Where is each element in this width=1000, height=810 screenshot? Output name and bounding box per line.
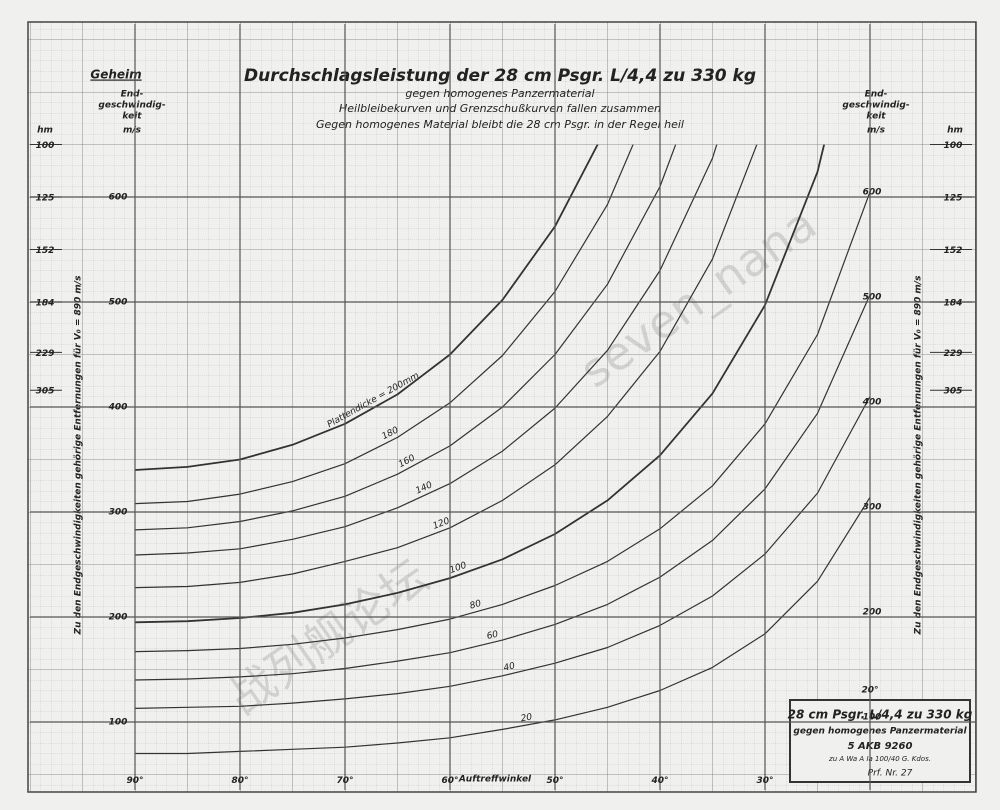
range-label: 152 [36,246,55,256]
curve [134,144,677,531]
chart-title: Durchschlagsleistung der 28 cm Psgr. L/4… [244,66,756,86]
y-tick-label: 300 [109,508,128,518]
x-label: Auftreffwinkel [458,775,532,785]
range-label: 125 [944,194,963,204]
curve [134,396,871,709]
stamp-text: gegen homogenes Panzermaterial [793,727,967,737]
y-tick-label: 100 [863,713,882,723]
y-label: geschwindig- [842,101,909,111]
curve [134,191,871,653]
range-unit: hm [37,126,53,136]
y-label: m/s [123,126,142,136]
x-tick-label: 50° [546,776,563,786]
range-label: 305 [944,387,963,397]
y-tick-label: 100 [109,718,128,728]
y-tick-label: 400 [108,403,128,413]
subtitle: gegen homogenes Panzermaterial [405,87,594,100]
curve [134,144,634,505]
stamp-text: 28 cm Psgr. L/4,4 zu 330 kg [788,708,973,722]
y-tick-label: 200 [863,608,882,618]
range-label: 184 [36,299,55,309]
curve [134,294,871,681]
subtitle: Heilbleibekurven und Grenzschußkurven fa… [339,102,661,115]
y-tick-label: 500 [109,298,128,308]
range-label: 100 [944,141,963,151]
y-tick-label: 600 [109,193,128,203]
y-label: keit [866,112,886,122]
subtitle: Gegen homogenes Material bleibt die 28 c… [316,118,684,131]
y-label: geschwindig- [98,101,165,111]
range-label: 229 [944,349,963,359]
range-label: 305 [36,387,55,397]
range-unit: hm [947,126,963,136]
x-tick-label: 70° [336,776,353,786]
range-label: 125 [36,194,55,204]
range-label: 100 [36,141,55,151]
y-label: End- [865,90,888,100]
curve [135,496,871,755]
curve [134,144,826,624]
range-label: 184 [944,299,963,309]
stamp-text: zu A Wa A Ia 100/40 G. Kdos. [828,755,931,763]
stamp-text: Prf. Nr. 27 [868,769,913,779]
y-tick-label: 600 [863,188,882,198]
y-tick-label: 200 [109,613,128,623]
x-tick-label: 20° [861,686,878,696]
range-label: 152 [944,246,963,256]
frame [27,21,977,793]
side-label: Zu den Endgeschwindigkeiten gehörige Ent… [74,275,84,636]
x-tick-label: 90° [126,776,143,786]
classification: Geheim [90,68,141,82]
side-label: Zu den Endgeschwindigkeiten gehörige Ent… [914,275,924,636]
y-label: m/s [867,126,886,136]
y-tick-label: 300 [863,503,882,513]
y-tick-label: 400 [862,398,882,408]
y-tick-label: 500 [863,293,882,303]
curve [134,144,599,471]
range-label: 229 [36,349,55,359]
y-label: keit [122,112,142,122]
curve-label: 80 [469,599,483,612]
x-tick-label: 60° [441,776,458,786]
stamp-box [789,699,971,783]
x-tick-label: 30° [756,776,773,786]
x-tick-label: 40° [650,776,668,786]
curve-label: 40 [503,661,517,673]
curve-label: 20 [520,712,533,724]
x-tick-label: 80° [231,776,248,786]
stamp-text: 5 AKB 9260 [848,741,913,752]
curve-label: 60 [486,630,500,642]
y-label: End- [121,90,144,100]
